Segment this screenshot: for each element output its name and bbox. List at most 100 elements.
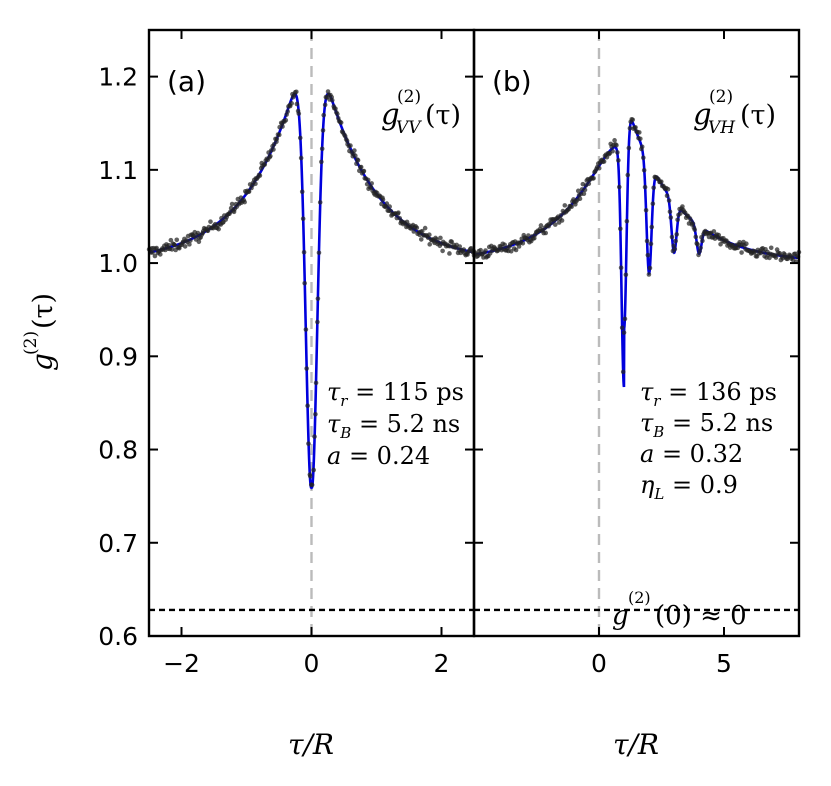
data-point bbox=[675, 217, 680, 223]
x-axis-label-a: τ/R bbox=[288, 728, 334, 761]
data-point bbox=[649, 224, 655, 230]
data-point bbox=[739, 250, 744, 255]
data-point bbox=[591, 176, 596, 181]
data-point bbox=[338, 120, 344, 125]
data-point bbox=[188, 238, 193, 243]
data-point bbox=[735, 245, 741, 251]
data-point bbox=[672, 246, 678, 252]
data-point bbox=[297, 135, 303, 141]
data-point bbox=[641, 167, 647, 173]
data-point bbox=[364, 181, 370, 187]
data-point bbox=[690, 221, 696, 226]
data-point bbox=[309, 482, 315, 488]
data-point bbox=[168, 237, 174, 243]
data-point bbox=[618, 226, 623, 232]
data-point bbox=[575, 188, 581, 194]
data-point bbox=[651, 185, 656, 191]
param-symbol: a bbox=[640, 440, 654, 468]
data-point bbox=[650, 201, 656, 207]
panel-a-title-sub: VV bbox=[396, 118, 422, 138]
data-point bbox=[616, 158, 621, 163]
data-point bbox=[461, 247, 467, 252]
data-point bbox=[577, 196, 583, 202]
data-point bbox=[166, 243, 172, 248]
data-point bbox=[302, 280, 307, 286]
data-point bbox=[531, 235, 537, 241]
data-point bbox=[744, 241, 749, 247]
data-point bbox=[619, 325, 625, 331]
data-point bbox=[674, 232, 680, 237]
data-point bbox=[612, 138, 617, 143]
data-point bbox=[647, 265, 653, 271]
y-tick-labels: 0.6 0.7 0.8 0.9 1.0 1.1 1.2 bbox=[98, 63, 138, 651]
data-point bbox=[216, 226, 221, 232]
panel-a-title-arg: (τ) bbox=[425, 100, 461, 131]
data-point bbox=[508, 248, 514, 254]
data-point bbox=[644, 238, 650, 244]
baseline-annotation-rest: (0) ≈ 0 bbox=[655, 601, 747, 631]
data-point bbox=[767, 255, 772, 261]
baseline-annotation-main: g bbox=[612, 601, 629, 631]
data-point bbox=[358, 164, 364, 170]
param-symbol: τ bbox=[640, 409, 654, 437]
data-point bbox=[257, 173, 263, 178]
data-point bbox=[276, 132, 282, 138]
data-point bbox=[513, 247, 519, 253]
param-subscript: B bbox=[339, 424, 351, 442]
param-line: τB = 5.2 ns bbox=[640, 409, 773, 441]
x-tick-labels: −2 0 2 0 5 bbox=[163, 649, 732, 678]
data-point bbox=[586, 181, 592, 187]
data-point bbox=[668, 215, 674, 220]
param-symbol: a bbox=[327, 442, 341, 470]
data-point bbox=[229, 201, 235, 207]
data-point bbox=[624, 218, 630, 224]
data-point bbox=[242, 199, 247, 205]
param-subscript: r bbox=[340, 392, 348, 410]
data-point bbox=[313, 380, 319, 386]
data-point bbox=[313, 411, 318, 417]
data-point bbox=[320, 128, 326, 133]
data-point bbox=[538, 223, 544, 228]
data-point bbox=[311, 467, 316, 473]
data-point bbox=[627, 126, 633, 131]
data-point bbox=[353, 153, 358, 158]
data-point bbox=[150, 250, 155, 255]
data-point bbox=[664, 193, 670, 199]
data-point bbox=[154, 245, 159, 251]
data-point bbox=[543, 230, 548, 236]
x-tick-label: 0 bbox=[591, 649, 607, 678]
data-point bbox=[301, 249, 307, 255]
data-point bbox=[312, 434, 317, 439]
data-point bbox=[630, 117, 636, 123]
data-point bbox=[322, 102, 328, 108]
panel-a-title-main: g bbox=[381, 97, 400, 131]
data-point bbox=[559, 218, 565, 223]
x-tick-label: 2 bbox=[434, 649, 450, 678]
param-value: = 0.32 bbox=[654, 440, 743, 468]
data-point bbox=[696, 252, 701, 258]
data-point bbox=[187, 242, 192, 247]
param-subscript: r bbox=[653, 392, 661, 410]
data-point bbox=[315, 319, 320, 325]
data-point bbox=[305, 403, 310, 409]
data-point bbox=[422, 225, 428, 231]
data-point bbox=[666, 198, 672, 203]
data-point bbox=[639, 144, 645, 150]
data-point bbox=[596, 165, 602, 171]
data-point bbox=[700, 238, 705, 244]
param-line: τr = 115 ps bbox=[327, 378, 464, 410]
data-point bbox=[317, 200, 323, 205]
data-point bbox=[601, 159, 607, 164]
data-point bbox=[621, 330, 627, 335]
y-tick-label: 0.6 bbox=[98, 622, 138, 651]
data-point bbox=[196, 239, 202, 245]
data-point bbox=[665, 186, 671, 192]
param-line: τr = 136 ps bbox=[640, 378, 777, 410]
y-tick-label: 1.2 bbox=[98, 63, 138, 92]
data-point bbox=[271, 147, 276, 152]
data-point bbox=[172, 242, 177, 248]
data-point bbox=[457, 244, 463, 249]
